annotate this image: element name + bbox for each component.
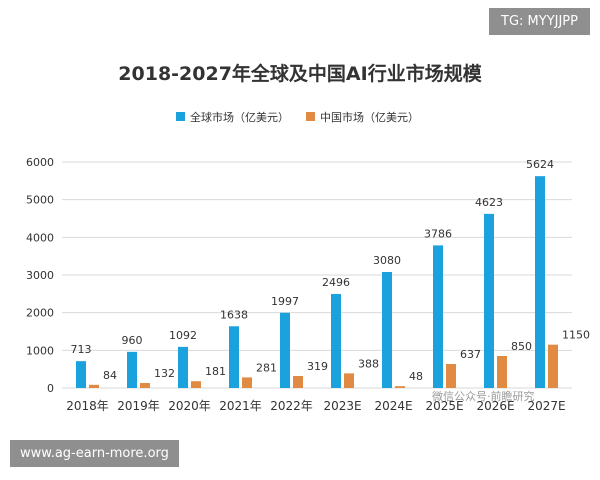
data-label-china: 181 [205,365,226,378]
bar-global [229,326,239,388]
data-label-global: 1997 [271,295,299,308]
x-tick-label: 2024E [374,399,412,413]
bar-china [191,381,201,388]
bar-global [331,293,341,388]
bar-global [280,312,290,388]
data-label-china: 637 [460,348,481,361]
chart-title: 2018-2027年全球及中国AI行业市场规模 [118,62,482,85]
data-label-china: 388 [358,357,379,370]
x-tick-label: 2020年 [168,399,211,413]
x-tick-label: 2022年 [270,399,313,413]
bars [76,176,558,388]
x-tick-label: 2021年 [219,399,262,413]
y-tick-label: 4000 [26,231,54,244]
y-tick-label: 2000 [26,307,54,320]
legend-swatch-china [306,112,315,121]
data-label-global: 713 [71,343,92,356]
bar-global [535,176,545,388]
bar-global [127,351,137,388]
legend-label-china: 中国市场（亿美元） [320,110,419,124]
y-axis: 0 1000 2000 3000 4000 5000 6000 [26,156,54,395]
x-tick-label: 2018年 [66,399,109,413]
bar-china [548,344,558,388]
x-tick-label: 2023E [323,399,361,413]
bar-china [89,384,99,388]
data-label-china: 1150 [562,329,590,342]
bar-global [382,271,392,388]
data-label-global: 1638 [220,308,248,321]
x-tick-label: 2027E [527,399,565,413]
x-tick-label: 2026E [476,399,514,413]
bar-china [497,355,507,388]
legend: 全球市场（亿美元） 中国市场（亿美元） [176,110,419,124]
bar-global [484,213,494,388]
site-url-badge: www.ag-earn-more.org [10,440,179,467]
data-label-global: 2496 [322,276,350,289]
data-labels: 713 84 960 132 1092 181 1638 281 1997 319 2496 388 3… [71,158,591,383]
gridlines [62,161,572,389]
y-tick-label: 6000 [26,156,54,169]
bar-china [293,375,303,388]
data-label-global: 4623 [475,196,503,209]
bar-global [433,245,443,388]
data-label-global: 1092 [169,329,197,342]
x-tick-label: 2025E [425,399,463,413]
legend-label-global: 全球市场（亿美元） [190,110,289,124]
data-label-china: 319 [307,360,328,373]
data-label-global: 3080 [373,254,401,267]
x-tick-label: 2019年 [117,399,160,413]
bar-china [395,386,405,388]
top-tag: TG: MYYJJPP [489,8,590,35]
bar-global [76,361,86,388]
data-label-china: 48 [409,370,423,383]
data-label-china: 132 [154,367,175,380]
y-tick-label: 5000 [26,194,54,207]
bar-china [446,364,456,388]
watermark: 微信公众号·前瞻研究 [432,390,535,403]
data-label-china: 281 [256,361,277,374]
bar-china [344,373,354,388]
legend-swatch-global [176,112,185,121]
bar-china [242,377,252,388]
data-label-global: 960 [122,334,143,347]
data-label-china: 84 [103,369,117,382]
y-tick-label: 0 [47,382,54,395]
y-tick-label: 3000 [26,269,54,282]
bar-global [178,346,188,388]
x-axis: 2018年 2019年 2020年 2021年 2022年 2023E 2024E 2025E… [66,399,565,413]
data-label-global: 3786 [424,227,452,240]
data-label-global: 5624 [526,158,554,171]
y-tick-label: 1000 [26,344,54,357]
data-label-china: 850 [511,340,532,353]
bar-china [140,383,150,388]
